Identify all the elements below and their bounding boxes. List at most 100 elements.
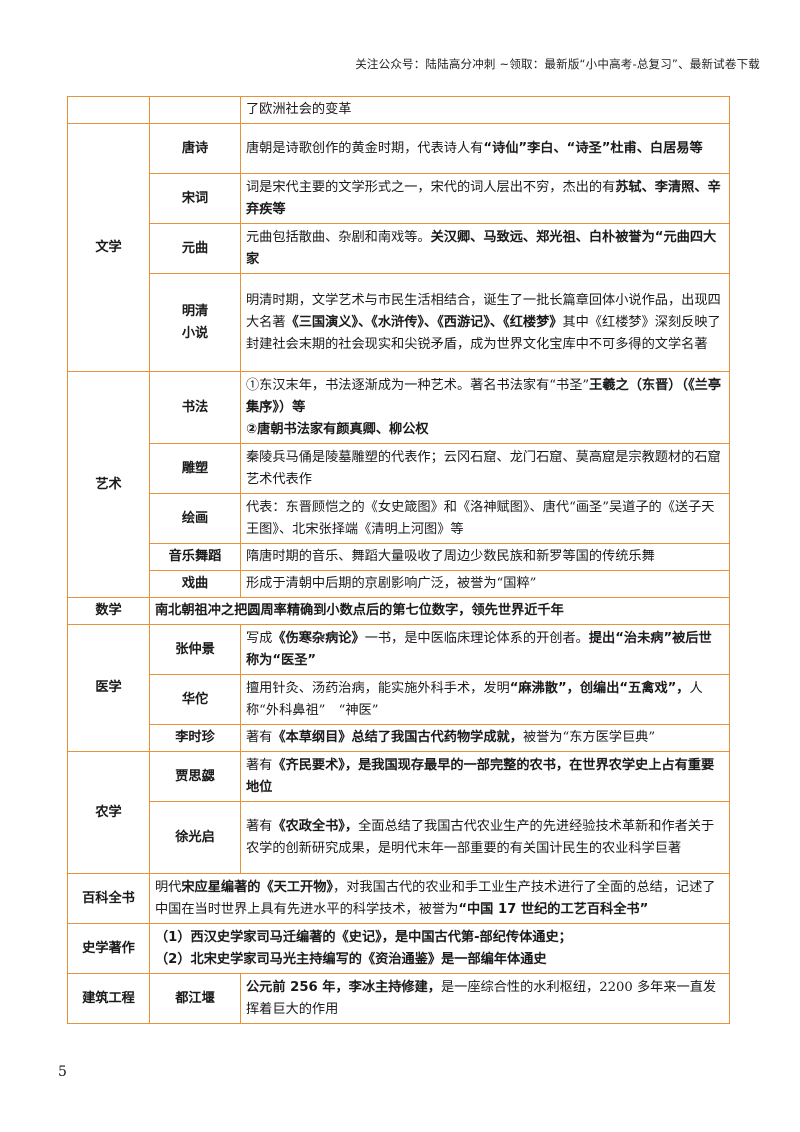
- content-bold: （2）北宋史学家司马光主持编写的《资治通鉴》是一部编年体通史: [155, 951, 547, 967]
- category-history: 史学著作: [67, 923, 150, 974]
- content-bold: “麻沸散”，创编出“五禽戏”，: [509, 680, 690, 696]
- content-cell: 代表：东晋顾恺之的《女史箴图》和《洛神赋图》、唐代“画圣”吴道子的《送子天王图》…: [240, 493, 730, 544]
- subcategory-ming-qing-novel: 明清 小说: [149, 273, 241, 372]
- table-row: 艺术 书法 ①东汉末年，书法逐渐成为一种艺术。著名书法家有“书圣”王羲之（东晋）…: [67, 371, 730, 598]
- category-art: 艺术: [67, 371, 150, 598]
- content-bold: 苏轼、李清照、辛弃疾等: [246, 179, 721, 217]
- table-row: 明清小说 明清时期，文学艺术与市民生活相结合，诞生了一批长篇章回体小说作品，出现…: [68, 273, 730, 372]
- content-cell: 秦陵兵马俑是陵墓雕塑的代表作；云冈石窟、龙门石窟、莫高窟是宗教题材的石窟艺术代表…: [240, 443, 730, 494]
- content-bold: 《三国演义》、《水浒传》、《西游记》、《红楼梦》: [285, 314, 563, 330]
- category-encyclopedia: 百科全书: [67, 873, 150, 924]
- category-agriculture: 农学: [67, 751, 150, 874]
- content-cell: 明清时期，文学艺术与市民生活相结合，诞生了一批长篇章回体小说作品，出现四大名著《…: [240, 273, 730, 372]
- content-cell: 隋唐时期的音乐、舞蹈大量吸收了周边少数民族和新罗等国的传统乐舞: [240, 543, 730, 571]
- subcategory-sculpture: 雕塑: [149, 443, 241, 494]
- header-note: 关注公众号：陆陆高分冲刺 ~领取：最新版“小中高考-总复习”、最新试卷下载: [355, 57, 760, 71]
- subcategory-song-ci: 宋词: [149, 173, 241, 224]
- culture-table: 了欧洲社会的变革 文学 唐诗 唐朝是诗歌创作的黄金时期，代表诗人有“诗仙”李白、…: [67, 96, 730, 1024]
- content-bold: “诗仙”李白、“诗圣”杜甫、白居易等: [483, 140, 703, 156]
- content-text: 明代: [155, 879, 182, 895]
- category-medicine: 医学: [67, 624, 150, 752]
- content-bold: 提出“治未病”被后世称为“医圣”: [246, 630, 712, 668]
- table-row: 李时珍 著有《本草纲目》总结了我国古代药物学成就，被誉为“东方医学巨典”: [68, 724, 730, 752]
- content-text: 人称“外科鼻祖” “神医”: [246, 680, 703, 718]
- subcategory-tang-poetry: 唐诗: [149, 123, 241, 174]
- content-cell: 著有《齐民要术》，是我国现存最早的一部完整的农书，在世界农学史上占有重要地位: [240, 751, 730, 802]
- content-cell: 擅用针灸、汤药治病，能实施外科手术，发明“麻沸散”，创编出“五禽戏”，人称“外科…: [240, 674, 730, 725]
- content-cell: 南北朝祖冲之把圆周率精确到小数点后的第七位数字，领先世界近千年: [149, 597, 730, 625]
- subcategory-dujiangyan: 都江堰: [149, 973, 241, 1024]
- table-row: 华佗 擅用针灸、汤药治病，能实施外科手术，发明“麻沸散”，创编出“五禽戏”，人称…: [68, 674, 730, 725]
- table-row: 了欧洲社会的变革: [67, 96, 730, 124]
- table-row: 雕塑 秦陵兵马俑是陵墓雕塑的代表作；云冈石窟、龙门石窟、莫高窟是宗教题材的石窟艺…: [68, 443, 730, 494]
- content-bold: 《本草纲目》总结了我国古代药物学成就，: [272, 730, 523, 745]
- content-bold: 《伤寒杂病论》: [272, 630, 365, 646]
- page-number: 5: [58, 1064, 67, 1080]
- subcategory-music-dance: 音乐舞蹈: [149, 543, 241, 571]
- content-text: 词是宋代主要的文学形式之一，宋代的词人层出不穷，杰出的有: [246, 179, 616, 195]
- table-row: 元曲 元曲包括散曲、杂剧和南戏等。关汉卿、马致远、郑光祖、白朴被誉为“元曲四大家: [68, 223, 730, 274]
- subcategory-opera: 戏曲: [149, 570, 241, 598]
- table-row: 徐光启 著有《农政全书》，全面总结了我国古代农业生产的先进经验技术革新和作者关于…: [68, 801, 730, 874]
- content-text: 全面总结了我国古代农业生产的先进经验技术革新和作者关于农学的创新研究成果，是明代…: [246, 818, 715, 856]
- table-row: 宋词 词是宋代主要的文学形式之一，宋代的词人层出不穷，杰出的有苏轼、李清照、辛弃…: [68, 173, 730, 224]
- content-cell: （1）西汉史学家司马迁编著的《史记》，是中国古代第-部纪传体通史； （2）北宋史学…: [149, 923, 730, 974]
- table-row: 戏曲 形成于清朝中后期的京剧影响广泛，被誉为“国粹”: [68, 570, 730, 598]
- table-row: 史学著作 （1）西汉史学家司马迁编著的《史记》，是中国古代第-部纪传体通史； （2…: [67, 923, 730, 974]
- table-row: 农学 贾思勰 著有《齐民要术》，是我国现存最早的一部完整的农书，在世界农学史上占…: [67, 751, 730, 874]
- content-bold: 《齐民要术》，是我国现存最早的一部完整的农书，在世界农学史上占有重要地位: [246, 757, 715, 795]
- content-text: ①东汉末年，书法逐渐成为一种艺术。著名书法家有“书圣”: [246, 377, 590, 393]
- content-cell: 著有《农政全书》，全面总结了我国古代农业生产的先进经验技术革新和作者关于农学的创…: [240, 801, 730, 874]
- subcategory-yuan-qu: 元曲: [149, 223, 241, 274]
- empty-cell: [149, 96, 241, 124]
- content-text: 著有: [246, 818, 273, 834]
- content-bold: （1）西汉史学家司马迁编著的《史记》，是中国古代第-部纪传体通史；: [155, 929, 572, 945]
- subcategory-hua-tuo: 华佗: [149, 674, 241, 725]
- subcategory-li-shizhen: 李时珍: [149, 724, 241, 752]
- category-math: 数学: [67, 597, 150, 625]
- content-text: 著有: [246, 757, 273, 773]
- content-bold: 《农政全书》，: [272, 818, 359, 834]
- subcategory-jia-sixie: 贾思勰: [149, 751, 241, 802]
- subcategory-zhang-zhongjing: 张仲景: [149, 624, 241, 675]
- content-cell: 元曲包括散曲、杂剧和南戏等。关汉卿、马致远、郑光祖、白朴被誉为“元曲四大家: [240, 223, 730, 274]
- content-cell: 形成于清朝中后期的京剧影响广泛，被誉为“国粹”: [240, 570, 730, 598]
- content-text: ，对我国古代的农业和手工业生产技术进行了全面的总结，记述了中国在当时世界上具有先…: [155, 879, 716, 917]
- table-row: 医学 张仲景 写成《伤寒杂病论》一书，是中医临床理论体系的开创者。提出“治未病”…: [67, 624, 730, 752]
- table-row: 绘画 代表：东晋顾恺之的《女史箴图》和《洛神赋图》、唐代“画圣”吴道子的《送子天…: [68, 493, 730, 544]
- content-text: 著有: [246, 730, 273, 745]
- content-cell: 明代宋应星编著的《天工开物》，对我国古代的农业和手工业生产技术进行了全面的总结，…: [149, 873, 730, 924]
- content-bold: “中国 17 世纪的工艺百科全书”: [458, 901, 649, 917]
- content-text: 其中《红楼梦》深刻反映了封建社会末期的社会现实和尖锐矛盾，成为世界文化宝库中不可…: [246, 314, 721, 352]
- content-cell: ①东汉末年，书法逐渐成为一种艺术。著名书法家有“书圣”王羲之（东晋）（《兰亭集序…: [240, 371, 730, 444]
- content-cell: 公元前 256 年，李冰主持修建，是一座综合性的水利枢纽，2200 多年来一直发…: [240, 973, 730, 1024]
- table-row: 数学 南北朝祖冲之把圆周率精确到小数点后的第七位数字，领先世界近千年: [67, 597, 730, 625]
- category-literature: 文学: [67, 123, 150, 372]
- content-text: 擅用针灸、汤药治病，能实施外科手术，发明: [246, 680, 510, 696]
- content-text: 元曲包括散曲、杂剧和南戏等。: [246, 229, 431, 245]
- subcategory-label: 小说: [181, 325, 209, 341]
- empty-cell: [67, 96, 150, 124]
- content-text: 被誉为“东方医学巨典”: [522, 730, 656, 745]
- content-cell: 著有《本草纲目》总结了我国古代药物学成就，被誉为“东方医学巨典”: [240, 724, 730, 752]
- content-bold: ②唐朝书法家有颜真卿、柳公权: [246, 421, 429, 437]
- subcategory-xu-guangqi: 徐光启: [149, 801, 241, 874]
- content-bold: 南北朝祖冲之把圆周率精确到小数点后的第七位数字，领先世界近千年: [155, 603, 564, 618]
- content-text: 是一座综合性的水利枢纽，2200 多年来一直发挥着巨大的作用: [246, 979, 717, 1017]
- content-bold: 王羲之（东晋）（《兰亭集序》）等: [246, 377, 722, 415]
- content-cell: 了欧洲社会的变革: [240, 96, 730, 124]
- table-row: 建筑工程 都江堰 公元前 256 年，李冰主持修建，是一座综合性的水利枢纽，22…: [67, 973, 730, 1024]
- subcategory-calligraphy: 书法: [149, 371, 241, 444]
- content-text: 唐朝是诗歌创作的黄金时期，代表诗人有: [246, 140, 484, 156]
- content-cell: 词是宋代主要的文学形式之一，宋代的词人层出不穷，杰出的有苏轼、李清照、辛弃疾等: [240, 173, 730, 224]
- content-text: 明清时期，文学艺术与市民生活相结合，诞生了一批长篇章回体小说作品，出现四大名著: [246, 292, 721, 330]
- table-row: 百科全书 明代宋应星编著的《天工开物》，对我国古代的农业和手工业生产技术进行了全…: [67, 873, 730, 924]
- category-architecture: 建筑工程: [67, 973, 150, 1024]
- content-bold: 公元前 256 年，李冰主持修建，: [246, 979, 441, 995]
- subcategory-label: 明清: [181, 303, 209, 319]
- table-row: 音乐舞蹈 隋唐时期的音乐、舞蹈大量吸收了周边少数民族和新罗等国的传统乐舞: [68, 543, 730, 571]
- content-text: 一书，是中医临床理论体系的开创者。: [364, 630, 589, 646]
- content-bold: 关汉卿、马致远、郑光祖、白朴被誉为“元曲四大家: [246, 229, 717, 267]
- subcategory-painting: 绘画: [149, 493, 241, 544]
- content-bold: 宋应星编著的《天工开物》: [181, 879, 334, 895]
